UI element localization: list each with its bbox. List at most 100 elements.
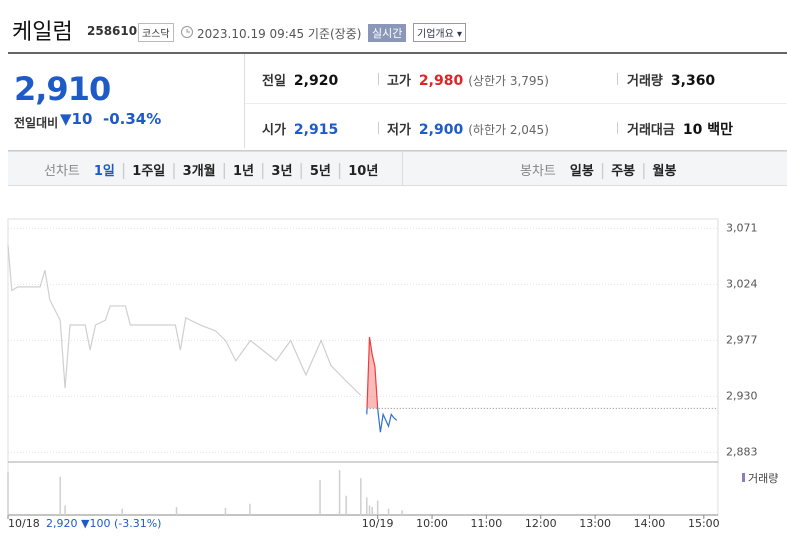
- volume-label: 거래량: [748, 472, 779, 485]
- stat-label: 전일: [262, 74, 286, 89]
- stat-value: 2,980: [418, 73, 464, 89]
- change: ▼10: [60, 110, 93, 128]
- stat-note: (하한가 2,045): [468, 123, 549, 137]
- prev-change-pct: (-3.31%): [113, 517, 162, 530]
- timestamp: 2023.10.19 09:45 기준(장중): [197, 27, 362, 41]
- legend-swatch: [742, 473, 745, 482]
- stat-value: 2,900: [418, 122, 464, 138]
- stat-label: 고가: [387, 74, 411, 89]
- volume-bar: [371, 507, 373, 515]
- candle-tabs: 봉차트 일봉 | 주봉 | 월봉: [520, 160, 676, 179]
- tab-separator: |: [221, 160, 228, 179]
- y-tick-label: 2,883: [726, 445, 758, 458]
- tab[interactable]: 월봉: [652, 164, 677, 179]
- market-badge: 코스닥: [138, 23, 174, 42]
- stat-value: 10 백만: [682, 122, 733, 138]
- separator: [617, 73, 618, 85]
- volume-bar: [224, 507, 227, 515]
- tab-separator: |: [171, 160, 177, 179]
- change-pct: -0.34%: [103, 110, 162, 128]
- stat-value: 2,915: [293, 122, 339, 138]
- prev-summary: 2,920 ▼100 (-3.31%): [46, 517, 162, 530]
- volume-bar: [121, 508, 123, 515]
- tab[interactable]: 1년: [233, 164, 255, 179]
- stat: 시가 2,915: [262, 119, 343, 138]
- plot-frame: [7, 218, 719, 516]
- stat: 거래대금 10 백만: [627, 119, 738, 139]
- x-tick-label: 13:00: [579, 517, 611, 530]
- tab-group-label: 선차트: [44, 164, 80, 179]
- divider: [402, 151, 403, 186]
- x-tick-label: 10:00: [416, 517, 448, 530]
- volume-bar: [175, 507, 178, 515]
- tab[interactable]: 주봉: [611, 164, 636, 179]
- volume-bar: [338, 470, 341, 515]
- x-tick-label: 10/18: [8, 517, 40, 530]
- x-tick-label: 10/19: [362, 517, 394, 530]
- stat-label: 시가: [262, 123, 286, 138]
- divider: [245, 103, 787, 104]
- stat: 저가 2,900 (하한가 2,045): [387, 119, 549, 138]
- tab[interactable]: 3년: [271, 164, 293, 179]
- tab[interactable]: 5년: [309, 164, 331, 179]
- volume-bar: [64, 505, 66, 515]
- tab-separator: |: [120, 160, 127, 179]
- tab-bar: [8, 151, 787, 186]
- volume-bar: [319, 479, 321, 515]
- x-tick-label: 15:00: [688, 517, 720, 530]
- y-tick-label: 2,977: [726, 334, 758, 347]
- tab-separator: |: [599, 160, 606, 179]
- tab-separator: |: [641, 160, 647, 179]
- separator: [617, 122, 618, 134]
- y-tick-label: 2,930: [726, 389, 758, 402]
- x-tick-label: 12:00: [525, 517, 557, 530]
- tab[interactable]: 일봉: [569, 164, 594, 179]
- stat-note: (상한가 3,795): [468, 74, 549, 88]
- stat: 고가 2,980 (상한가 3,795): [387, 70, 549, 89]
- tab[interactable]: 1주일: [132, 164, 166, 179]
- separator: [378, 73, 379, 85]
- stat-label: 거래량: [627, 74, 663, 89]
- tab[interactable]: 10년: [348, 164, 379, 179]
- volume-bar: [376, 500, 379, 515]
- change-label: 전일대비: [14, 116, 59, 130]
- volume-bar: [249, 503, 251, 515]
- clock-icon: [181, 26, 193, 38]
- overview-button[interactable]: 기업개요 ▾: [413, 23, 467, 42]
- overview-label: 기업개요: [417, 29, 454, 40]
- tab[interactable]: 3개월: [182, 164, 216, 179]
- stat: 전일 2,920: [262, 70, 343, 89]
- prev-change: 100: [89, 517, 111, 530]
- tab-separator: |: [336, 160, 343, 179]
- volume-bar: [366, 497, 368, 515]
- volume-bar: [7, 471, 9, 515]
- volume-bar: [59, 476, 61, 515]
- x-tick-label: 11:00: [471, 517, 503, 530]
- volume-bar: [368, 505, 371, 515]
- volume-legend: 거래량: [742, 470, 778, 486]
- tab-separator: |: [298, 160, 304, 179]
- tab-separator: |: [260, 160, 266, 179]
- change-value: 10: [71, 110, 93, 128]
- stat-value: 2,920: [293, 73, 339, 89]
- stat-label: 저가: [387, 123, 411, 138]
- realtime-badge: 실시간: [368, 24, 407, 42]
- volume-bar: [360, 478, 362, 515]
- line-tabs: 선차트 1일 | 1주일 | 3개월 | 1년 | 3년 | 5년 | 10년: [44, 160, 378, 179]
- tab[interactable]: 1일: [93, 164, 115, 179]
- stock-name: 케일럼: [12, 20, 73, 45]
- stat-label: 거래대금: [627, 123, 675, 138]
- prev-close: 2,920: [46, 517, 78, 530]
- up-line: [366, 336, 379, 409]
- stock-code: 258610: [87, 24, 138, 38]
- volume-bar: [387, 508, 390, 515]
- divider: [244, 54, 245, 148]
- quote-box: [8, 52, 787, 151]
- stat-value: 3,360: [670, 73, 716, 89]
- volume-bar: [345, 495, 347, 515]
- volume-bar: [401, 510, 403, 515]
- stat: 거래량 3,360: [627, 70, 720, 89]
- y-tick-label: 3,024: [726, 278, 758, 291]
